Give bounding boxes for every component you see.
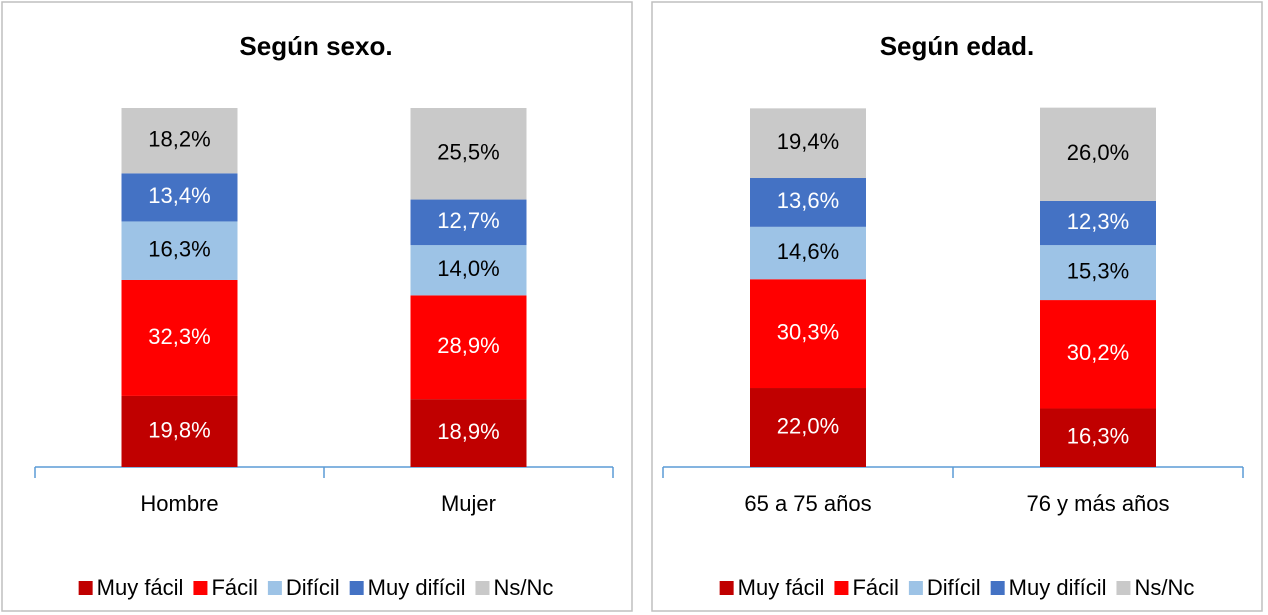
data-label: 16,3% xyxy=(1067,424,1129,449)
data-label: 26,0% xyxy=(1067,140,1129,165)
bar-segment xyxy=(1040,300,1156,409)
data-label: 28,9% xyxy=(437,333,499,358)
bar-segment xyxy=(750,178,866,227)
bar-segment xyxy=(1040,245,1156,301)
x-tick-label: Mujer xyxy=(441,491,496,516)
chart-title: Según sexo. xyxy=(239,31,392,61)
bar-segment xyxy=(750,279,866,389)
legend-label: Muy fácil xyxy=(738,575,825,600)
data-label: 13,4% xyxy=(148,183,210,208)
data-label: 12,3% xyxy=(1067,209,1129,234)
bar-segment xyxy=(410,245,527,296)
legend-swatch xyxy=(267,581,282,595)
data-label: 14,0% xyxy=(437,256,499,281)
data-label: 19,4% xyxy=(777,129,839,154)
data-label: 13,6% xyxy=(777,188,839,213)
legend-swatch xyxy=(78,581,93,595)
bar-segment xyxy=(750,226,866,280)
data-label: 22,0% xyxy=(777,413,839,438)
legend-label: Fácil xyxy=(852,575,898,600)
legend-swatch xyxy=(349,581,364,595)
x-tick-label: 65 a 75 años xyxy=(744,491,871,516)
bar-segment xyxy=(121,173,238,222)
legend-swatch xyxy=(475,581,490,595)
bar-segment xyxy=(410,108,527,200)
bar-segment xyxy=(121,279,238,396)
bar-segment xyxy=(1040,107,1156,201)
legend-label: Ns/Nc xyxy=(1134,575,1194,600)
data-label: 25,5% xyxy=(437,140,499,165)
bar-segment xyxy=(750,108,866,179)
panel-border xyxy=(651,1,1263,612)
legend-swatch xyxy=(1116,581,1131,595)
legend-label: Muy difícil xyxy=(1009,575,1107,600)
legend-label: Ns/Nc xyxy=(493,575,553,600)
legend-swatch xyxy=(193,581,208,595)
chart-title: Según edad. xyxy=(880,31,1035,61)
panel-border xyxy=(1,1,633,612)
bar-segment xyxy=(410,295,527,400)
bar-segment xyxy=(410,199,527,246)
legend-swatch xyxy=(990,581,1005,595)
data-label: 18,9% xyxy=(437,419,499,444)
legend-label: Fácil xyxy=(211,575,257,600)
bar-segment xyxy=(1040,200,1156,246)
data-label: 30,2% xyxy=(1067,340,1129,365)
data-label: 19,8% xyxy=(148,417,210,442)
data-label: 30,3% xyxy=(777,319,839,344)
legend-label: Difícil xyxy=(286,575,340,600)
legend-swatch xyxy=(719,581,734,595)
bar-segment xyxy=(750,388,866,467)
data-label: 18,2% xyxy=(148,126,210,151)
legend-swatch xyxy=(908,581,923,595)
data-label: 12,7% xyxy=(437,208,499,233)
x-tick-label: Hombre xyxy=(140,491,218,516)
bar-segment xyxy=(121,221,238,280)
legend-swatch xyxy=(834,581,849,595)
bar-segment xyxy=(121,395,238,467)
legend-label: Muy difícil xyxy=(368,575,466,600)
x-tick-label: 76 y más años xyxy=(1026,491,1169,516)
legend-label: Difícil xyxy=(927,575,981,600)
bar-segment xyxy=(410,399,527,467)
data-label: 32,3% xyxy=(148,324,210,349)
data-label: 14,6% xyxy=(777,239,839,264)
legend-label: Muy fácil xyxy=(97,575,184,600)
data-label: 16,3% xyxy=(148,237,210,262)
bar-segment xyxy=(121,108,238,174)
data-label: 15,3% xyxy=(1067,258,1129,283)
bar-segment xyxy=(1040,408,1156,467)
